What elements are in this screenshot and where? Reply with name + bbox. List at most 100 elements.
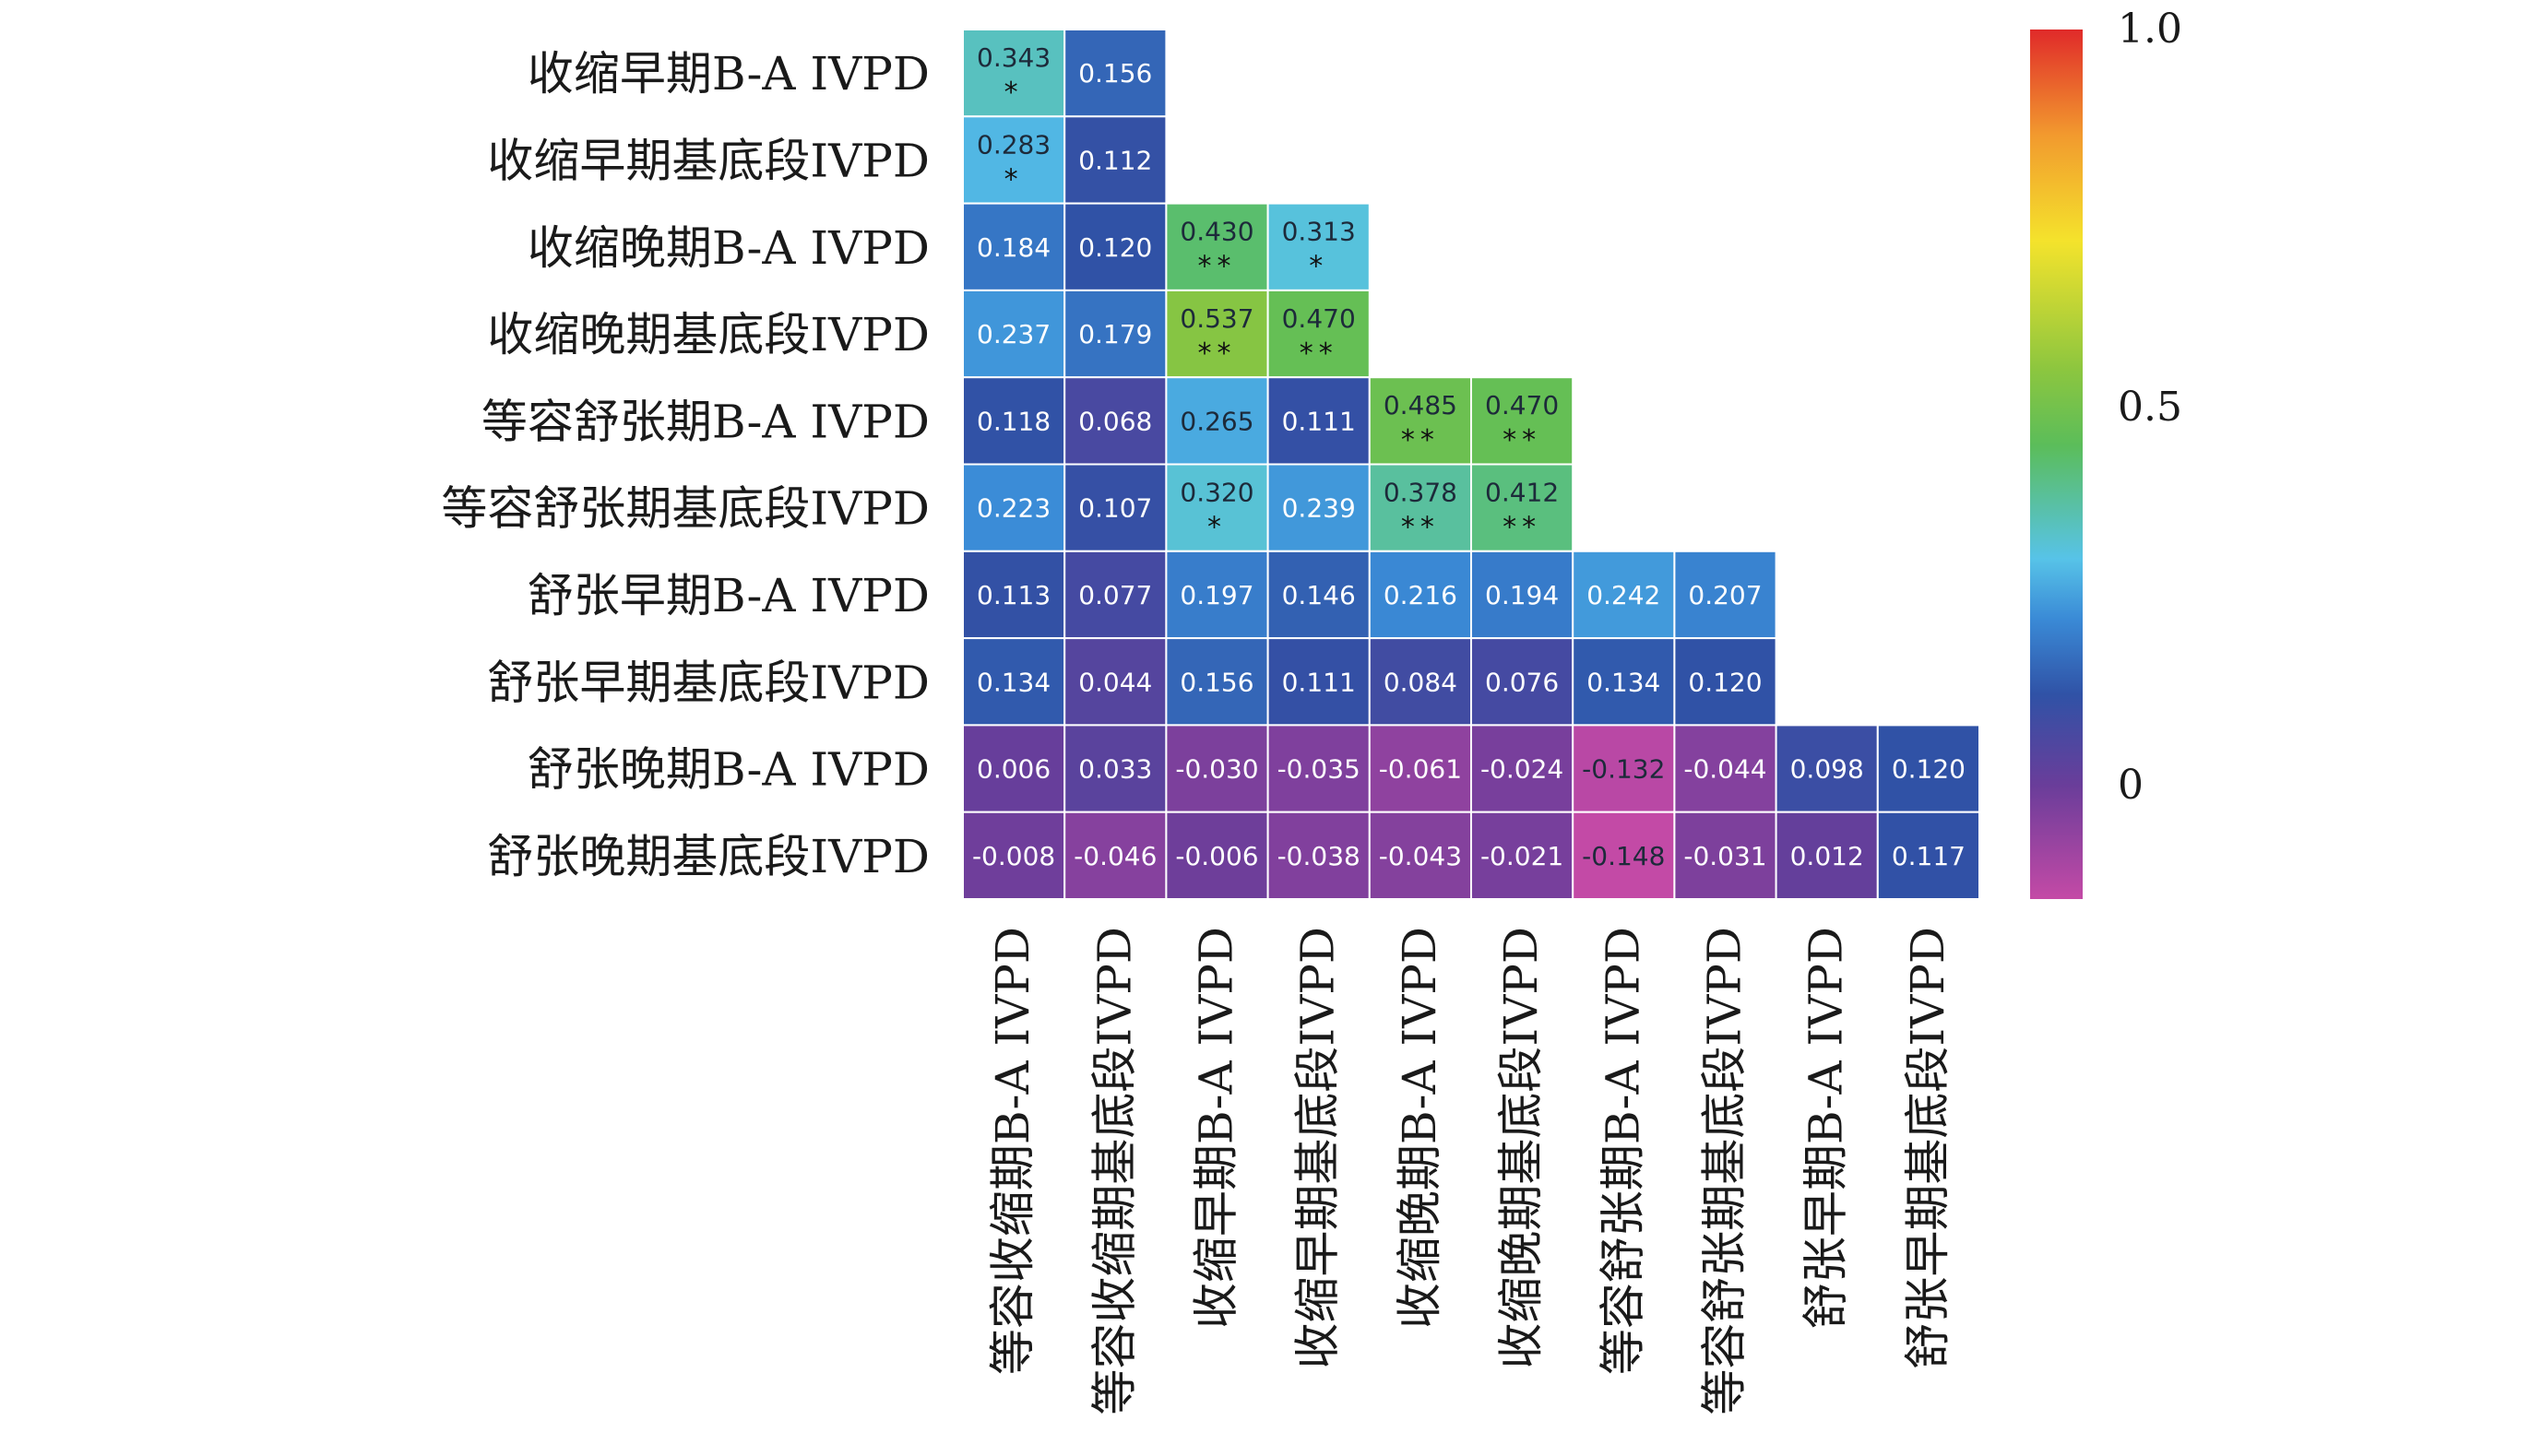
heatmap-cell bbox=[1470, 463, 1574, 552]
significance-marker: * bbox=[1004, 163, 1024, 195]
cell-value-label: 0.012 bbox=[1790, 841, 1864, 871]
heatmap-cell bbox=[1368, 376, 1473, 466]
cell-value-label: 0.283 bbox=[977, 129, 1051, 160]
row-labels: 收缩早期B-A IVPD 收缩早期基底段IVPD 收缩晚期B-A IVPD 收缩晚期基… bbox=[441, 47, 930, 883]
column-label: 舒张早期基底段IVPD bbox=[1901, 927, 1954, 1369]
cell-value-label: -0.024 bbox=[1480, 754, 1563, 785]
colorbar: 0 0.5 1.0 bbox=[2030, 6, 2182, 899]
cell-value-label: 0.430 bbox=[1180, 217, 1253, 247]
cell-value-label: 0.118 bbox=[977, 406, 1051, 436]
row-label: 舒张早期基底段IVPD bbox=[487, 656, 930, 709]
heatmap-cell bbox=[1470, 376, 1574, 466]
heatmap-cell bbox=[1266, 376, 1371, 466]
colorbar-tick-label: 0.5 bbox=[2118, 384, 2182, 431]
cell-value-label: -0.038 bbox=[1277, 841, 1360, 871]
heatmap-cell bbox=[1470, 724, 1574, 813]
cell-value-label: -0.046 bbox=[1074, 841, 1157, 871]
cell-value-label: 0.216 bbox=[1384, 580, 1457, 610]
significance-marker: ** bbox=[1503, 512, 1541, 544]
heatmap-cell bbox=[1572, 637, 1676, 727]
cell-value-label: 0.265 bbox=[1180, 406, 1253, 436]
cell-value-label: 0.320 bbox=[1180, 478, 1253, 508]
significance-marker: * bbox=[1207, 512, 1227, 544]
heatmap-cell bbox=[1063, 289, 1168, 379]
cell-value-label: 0.343 bbox=[977, 42, 1051, 73]
heatmap-cell bbox=[1063, 202, 1168, 291]
cell-value-label: 0.098 bbox=[1790, 754, 1864, 785]
heatmap-cell bbox=[1266, 202, 1371, 291]
heatmap-cell bbox=[1063, 115, 1168, 205]
cell-value-label: 0.237 bbox=[977, 319, 1051, 349]
row-label: 舒张晚期B-A IVPD bbox=[528, 743, 930, 797]
row-label: 舒张早期B-A IVPD bbox=[528, 569, 930, 622]
cell-value-label: 0.156 bbox=[1078, 58, 1152, 89]
heatmap-cell bbox=[1063, 724, 1168, 813]
column-label: 收缩晚期B-A IVPD bbox=[1393, 927, 1446, 1329]
cell-value-label: 0.117 bbox=[1892, 841, 1966, 871]
column-label: 收缩早期基底段IVPD bbox=[1291, 927, 1345, 1369]
significance-marker: ** bbox=[1300, 337, 1338, 370]
cell-value-label: 0.134 bbox=[1586, 667, 1660, 697]
cell-value-label: 0.194 bbox=[1485, 580, 1559, 610]
cell-value-label: 0.120 bbox=[1892, 754, 1966, 785]
heatmap-cell bbox=[1165, 463, 1269, 552]
cell-value-label: 0.470 bbox=[1485, 390, 1559, 420]
heatmap-cell bbox=[1368, 811, 1473, 901]
heatmap-cell bbox=[1266, 289, 1371, 379]
cell-value-label: 0.412 bbox=[1485, 478, 1559, 508]
heatmap-cell bbox=[1165, 550, 1269, 640]
cell-value-label: 0.207 bbox=[1688, 580, 1762, 610]
cell-value-label: 0.239 bbox=[1282, 493, 1356, 524]
heatmap-cell bbox=[1876, 724, 1981, 813]
cell-value-label: 0.537 bbox=[1180, 303, 1253, 334]
row-label: 收缩早期B-A IVPD bbox=[528, 47, 930, 101]
significance-marker: ** bbox=[1198, 337, 1237, 370]
heatmap-cell bbox=[1368, 463, 1473, 552]
cell-value-label: 0.120 bbox=[1078, 232, 1152, 263]
cell-value-label: 0.120 bbox=[1688, 667, 1762, 697]
row-label: 收缩晚期B-A IVPD bbox=[528, 221, 930, 275]
cell-value-label: 0.076 bbox=[1485, 667, 1559, 697]
heatmap-cell bbox=[1673, 637, 1777, 727]
row-label: 收缩晚期基底段IVPD bbox=[487, 308, 930, 361]
colorbar-gradient bbox=[2030, 30, 2083, 899]
column-label: 收缩晚期基底段IVPD bbox=[1494, 927, 1548, 1369]
heatmap-cell bbox=[1266, 550, 1371, 640]
significance-marker: ** bbox=[1198, 251, 1237, 283]
significance-marker: * bbox=[1004, 77, 1024, 109]
cell-value-label: -0.132 bbox=[1582, 754, 1665, 785]
heatmap-cell bbox=[1165, 724, 1269, 813]
heatmap-cell bbox=[1266, 637, 1371, 727]
cell-value-label: 0.146 bbox=[1282, 580, 1356, 610]
cell-value-label: 0.197 bbox=[1180, 580, 1253, 610]
cell-value-label: -0.044 bbox=[1683, 754, 1766, 785]
cell-value-label: -0.006 bbox=[1175, 841, 1258, 871]
heatmap-cell bbox=[1368, 637, 1473, 727]
significance-marker: ** bbox=[1401, 512, 1440, 544]
cell-value-label: -0.035 bbox=[1277, 754, 1360, 785]
column-label: 等容收缩期B-A IVPD bbox=[986, 927, 1039, 1375]
cell-value-label: 0.485 bbox=[1384, 390, 1457, 420]
heatmap-cell bbox=[962, 29, 1066, 118]
column-labels: 等容收缩期B-A IVPD 等容收缩期基底段IVPD 收缩早期B-A IVPD 收缩早… bbox=[986, 927, 1954, 1415]
row-label: 收缩早期基底段IVPD bbox=[487, 134, 930, 187]
heatmap-cell bbox=[962, 463, 1066, 552]
cell-value-label: -0.061 bbox=[1379, 754, 1462, 785]
colorbar-tick-label: 0 bbox=[2118, 762, 2144, 809]
cell-value-label: 0.156 bbox=[1180, 667, 1253, 697]
column-label: 等容舒张期基底段IVPD bbox=[1698, 927, 1752, 1415]
significance-marker: ** bbox=[1401, 424, 1440, 456]
cell-value-label: 0.313 bbox=[1282, 217, 1356, 247]
cell-value-label: -0.030 bbox=[1175, 754, 1258, 785]
cell-value-label: 0.113 bbox=[977, 580, 1051, 610]
cell-value-label: 0.107 bbox=[1078, 493, 1152, 524]
column-label: 收缩早期B-A IVPD bbox=[1190, 927, 1243, 1329]
colorbar-tick-label: 1.0 bbox=[2118, 6, 2182, 53]
cell-value-label: -0.043 bbox=[1379, 841, 1462, 871]
significance-marker: * bbox=[1309, 251, 1328, 283]
heatmap-cell bbox=[1572, 811, 1676, 901]
heatmap-cell bbox=[1673, 724, 1777, 813]
cell-value-label: 0.044 bbox=[1078, 667, 1152, 697]
row-label: 等容舒张期B-A IVPD bbox=[481, 395, 930, 448]
